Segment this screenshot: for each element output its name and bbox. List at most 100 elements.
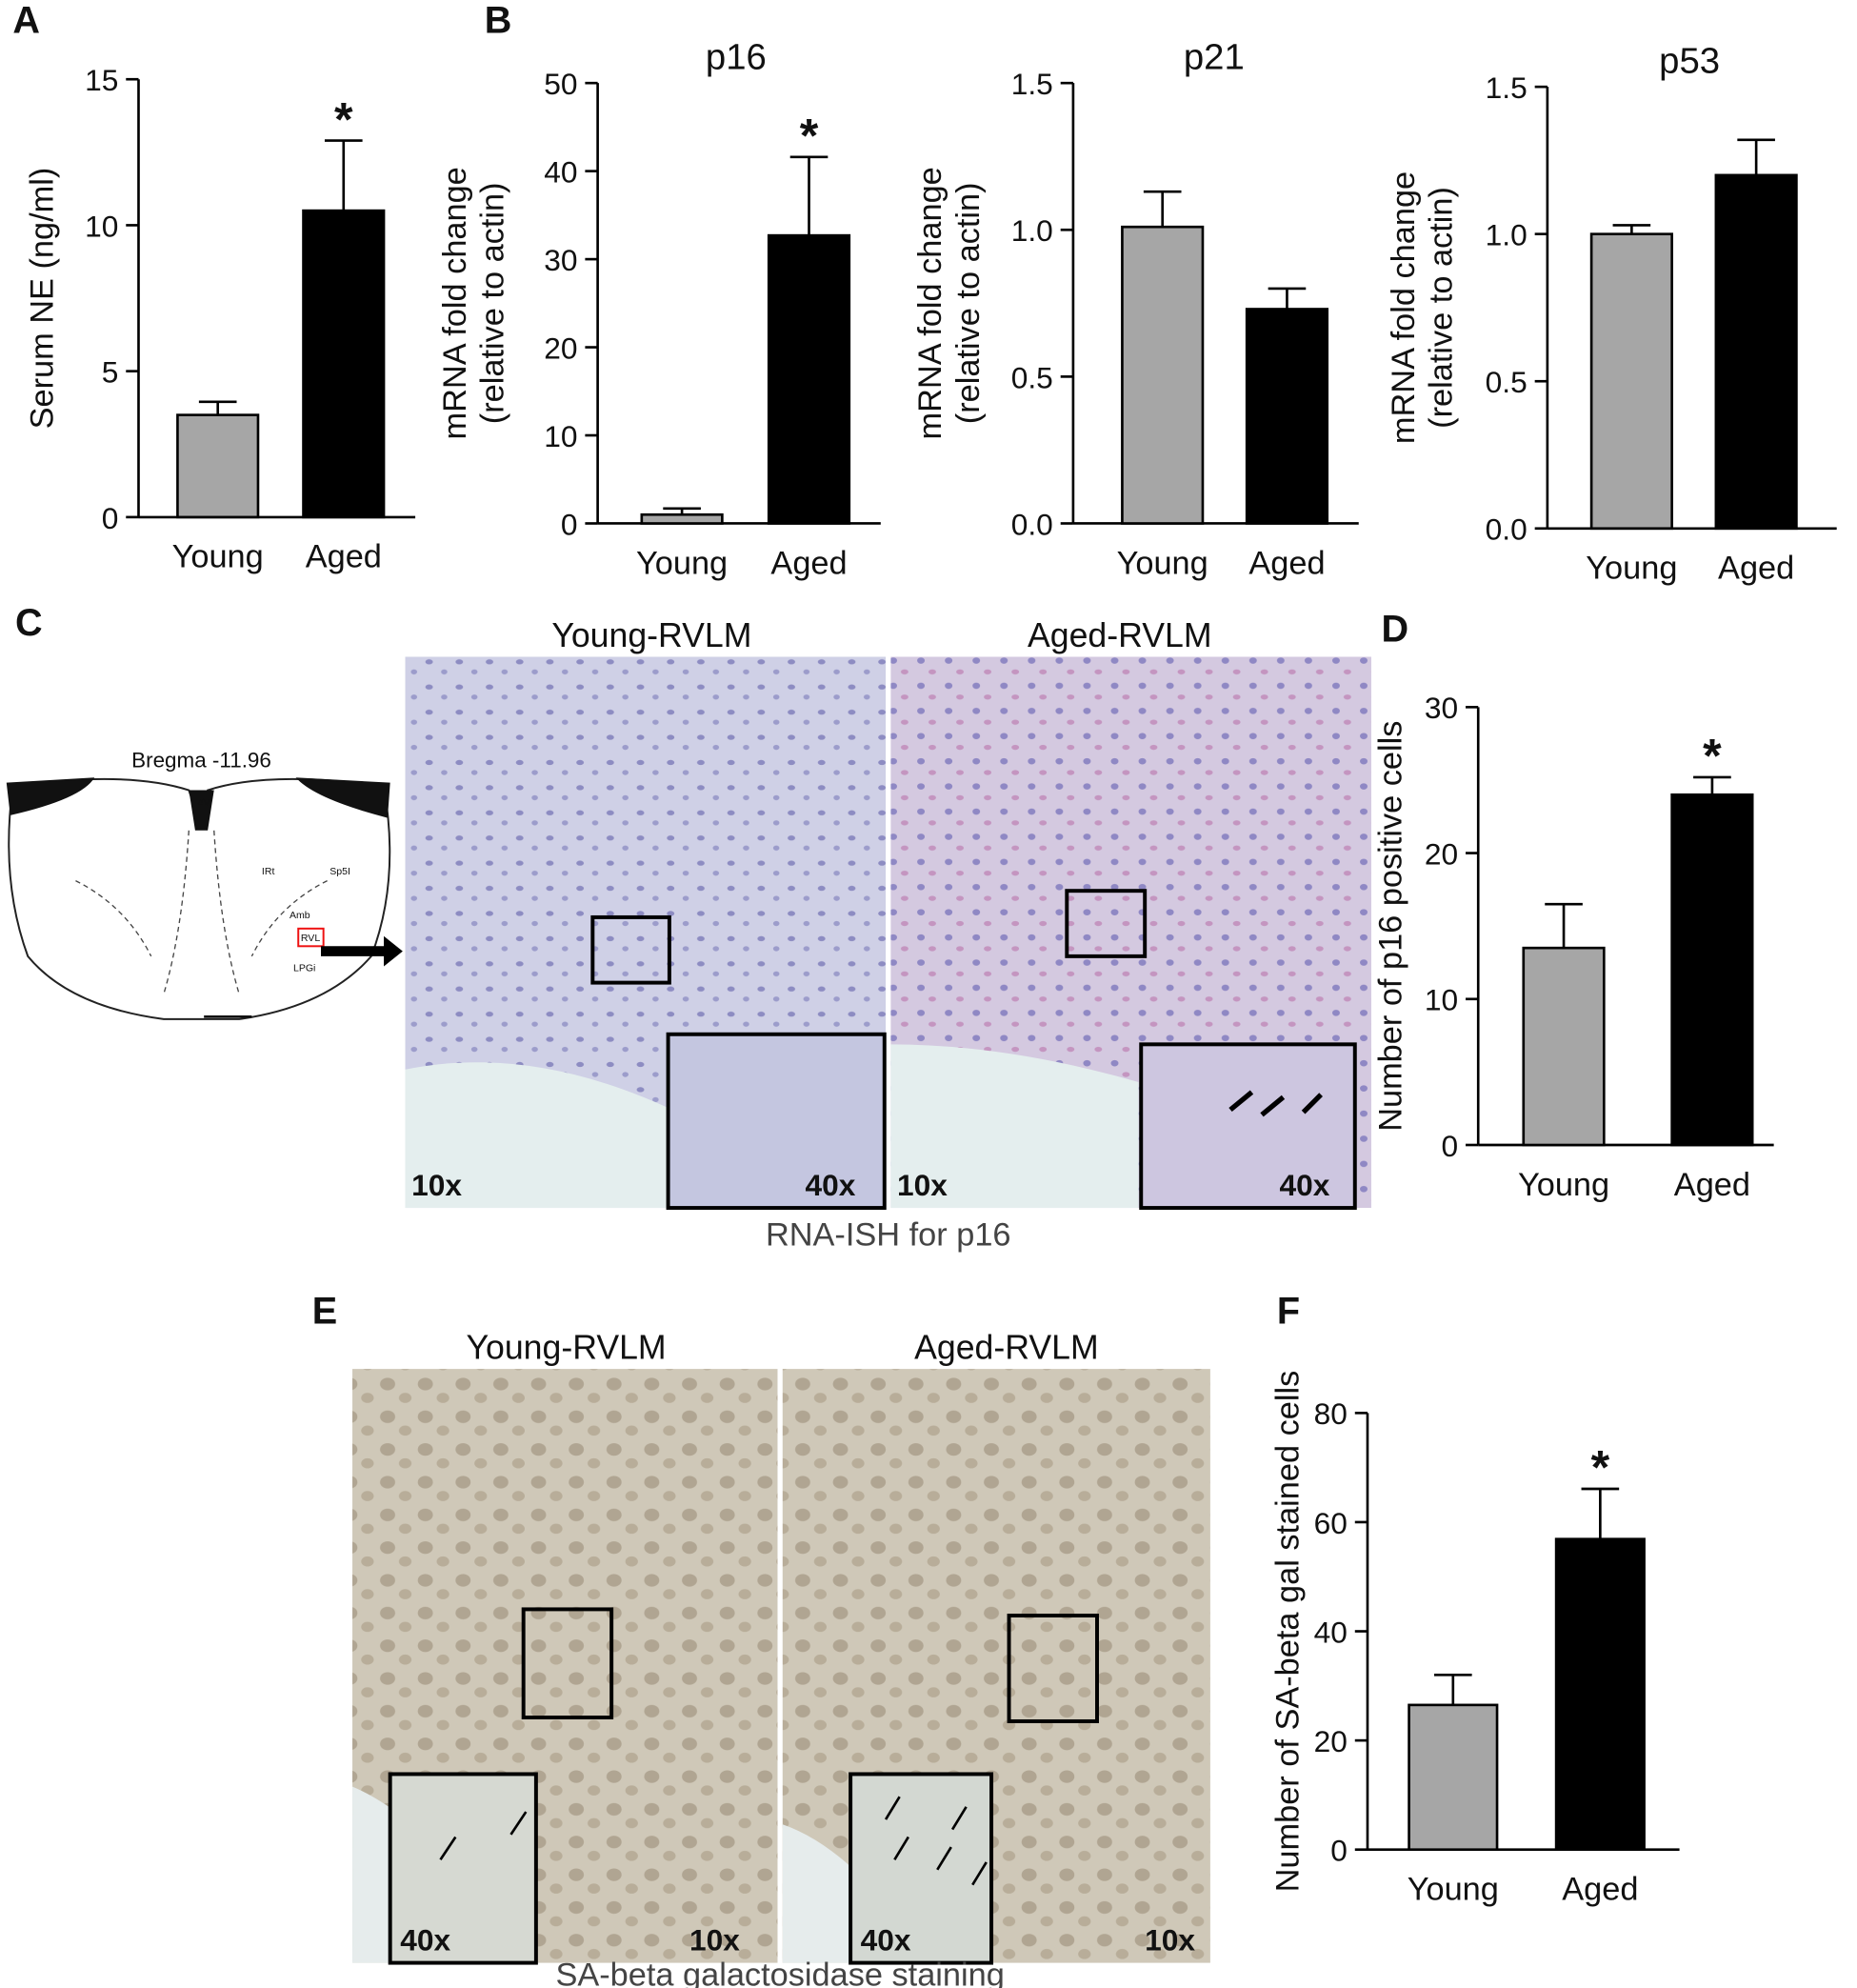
y-tick-label: 50 — [544, 67, 577, 101]
arrows — [439, 1796, 988, 1886]
y-axis-label: (relative to actin) — [475, 182, 511, 424]
significance: * — [800, 110, 819, 163]
bar — [1121, 225, 1205, 525]
y-axis-label: Serum NE (ng/ml) — [25, 168, 61, 430]
panel-letter: D — [1382, 609, 1409, 651]
chart-title: p21 — [1184, 37, 1245, 78]
panel-letter: F — [1277, 1291, 1300, 1333]
y-tick-label: 1.5 — [1011, 67, 1053, 101]
x-tick-label: Young — [1518, 1167, 1609, 1203]
bar — [1554, 1537, 1646, 1852]
atlas-dark — [6, 777, 390, 831]
x-tick-label: Aged — [1562, 1872, 1638, 1908]
magnification: 40x — [400, 1922, 450, 1957]
bar — [176, 413, 260, 519]
y-tick-label: 60 — [1314, 1506, 1348, 1540]
caption: RNA-ISH for p16 — [766, 1217, 1011, 1254]
y-tick-label: 5 — [102, 355, 119, 390]
arrows — [1228, 1090, 1323, 1117]
chart-title: p53 — [1659, 41, 1720, 82]
x-tick-label: Aged — [1674, 1167, 1750, 1203]
panel-c-images: Young-RVLM Aged-RVLM 10x 40x 10x 40x RNA… — [405, 616, 1371, 1254]
inset — [388, 1772, 538, 1965]
atlas-lines — [75, 830, 328, 994]
y-tick-label: 0.0 — [1486, 512, 1528, 547]
roi-box — [1065, 889, 1148, 958]
roi-box — [521, 1607, 614, 1719]
y-axis-label: mRNA fold change — [1386, 171, 1422, 444]
y-tick-label: 0.0 — [1011, 507, 1053, 541]
y-axis-label: Number of SA-beta gal stained cells — [1269, 1371, 1306, 1893]
y-tick-label: 20 — [544, 331, 577, 365]
panel-letter: B — [485, 0, 512, 41]
magnification: 10x — [897, 1168, 948, 1202]
arrow — [321, 935, 403, 967]
image-title: Aged-RVLM — [1028, 616, 1212, 654]
inset — [666, 1032, 887, 1211]
x-tick-label: Young — [1586, 551, 1677, 587]
chart-title: p16 — [706, 37, 767, 78]
magnification: 10x — [1145, 1922, 1195, 1957]
atlas-label: Sp5I — [329, 866, 350, 877]
x-tick-label: Aged — [306, 539, 382, 575]
bar — [1714, 173, 1798, 531]
bar — [302, 209, 386, 519]
atlas-title: Bregma -11.96 — [131, 749, 271, 773]
magnification: 10x — [689, 1922, 740, 1957]
micrograph-bg — [405, 1062, 668, 1209]
panel-letters: A B C D E F — [12, 0, 1408, 1333]
y-tick-label: 0.5 — [1486, 365, 1528, 399]
y-tick-label: 10 — [544, 419, 577, 453]
y-tick-label: 30 — [1425, 691, 1458, 725]
y-tick-label: 1.0 — [1011, 213, 1053, 248]
x-tick-label: Young — [1408, 1872, 1499, 1908]
atlas: Bregma -11.96 4V IRt Sp5I Amb RVL LPGi — [6, 749, 403, 1020]
y-tick-label: 0 — [561, 507, 578, 541]
y-axis-label: mRNA fold change — [912, 167, 948, 439]
inset — [1139, 1042, 1357, 1211]
magnification: 10x — [411, 1168, 462, 1202]
y-tick-label: 80 — [1314, 1396, 1348, 1431]
atlas-label: LPGi — [293, 963, 315, 974]
atlas-label: Amb — [290, 910, 310, 921]
y-axis-label: mRNA fold change — [437, 167, 473, 439]
bar — [1408, 1703, 1499, 1852]
atlas-label: IRt — [262, 866, 275, 877]
y-tick-label: 20 — [1425, 836, 1458, 871]
bar — [1589, 232, 1673, 531]
y-tick-label: 0 — [1330, 1834, 1348, 1868]
rvl-box — [297, 927, 325, 948]
y-tick-label: 20 — [1314, 1724, 1348, 1758]
y-tick-label: 10 — [1425, 983, 1458, 1017]
atlas-label: 4V — [198, 796, 210, 808]
image-title: Young-RVLM — [467, 1329, 667, 1367]
y-tick-label: 0 — [102, 501, 119, 535]
inset — [849, 1772, 994, 1965]
magnification: 40x — [806, 1168, 856, 1202]
charts: 0 5 10 15 Young Aged * Serum NE (ng/ml) 0 10 20 30 4… — [25, 37, 1837, 1908]
significance: * — [334, 92, 353, 146]
bar — [1670, 793, 1754, 1147]
image-title: Aged-RVLM — [914, 1329, 1099, 1367]
bar — [767, 233, 851, 525]
panel-letter: C — [15, 602, 43, 644]
bar — [640, 512, 724, 525]
magnification: 40x — [1280, 1168, 1330, 1202]
panel-letter: A — [12, 0, 40, 41]
significance: * — [1591, 1441, 1610, 1495]
y-tick-label: 0 — [1441, 1129, 1458, 1163]
y-tick-label: 15 — [85, 63, 118, 97]
y-tick-label: 10 — [85, 209, 118, 243]
x-tick-label: Aged — [770, 545, 847, 581]
caption: SA-beta galactosidase staining — [555, 1957, 1004, 1988]
y-tick-label: 30 — [544, 243, 577, 277]
image-title: Young-RVLM — [551, 616, 751, 654]
atlas-label: RVL — [301, 933, 320, 944]
x-tick-label: Aged — [1718, 551, 1794, 587]
roi-box — [590, 914, 671, 985]
roi-box — [1007, 1614, 1099, 1723]
panel-e-images: Young-RVLM Aged-RVLM 40x 10x 40x 10x SA-… — [352, 1329, 1210, 1988]
y-tick-label: 1.0 — [1486, 218, 1528, 252]
y-tick-label: 0.5 — [1011, 360, 1053, 394]
